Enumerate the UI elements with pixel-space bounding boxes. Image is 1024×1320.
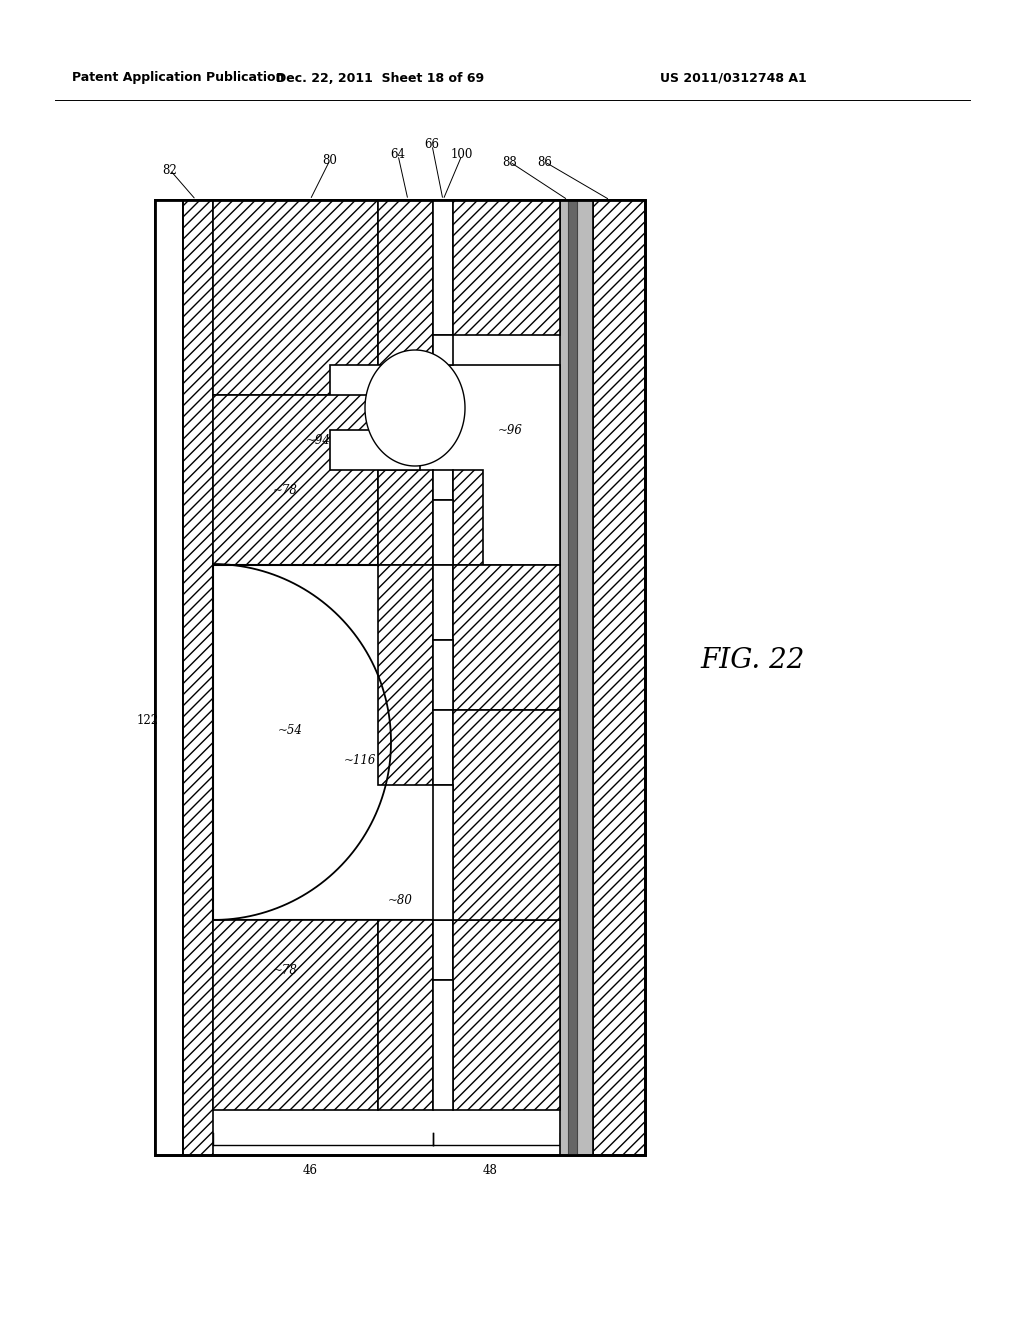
- Bar: [155, 201, 183, 1155]
- Bar: [433, 565, 453, 640]
- Bar: [433, 335, 453, 366]
- Text: US 2011/0312748 A1: US 2011/0312748 A1: [660, 71, 807, 84]
- Text: ~80: ~80: [387, 614, 413, 627]
- Polygon shape: [365, 350, 465, 466]
- Bar: [433, 785, 453, 920]
- Bar: [453, 565, 560, 710]
- Bar: [433, 500, 453, 565]
- Text: 86: 86: [538, 156, 552, 169]
- Bar: [378, 565, 433, 785]
- Bar: [433, 201, 453, 335]
- Bar: [453, 470, 483, 565]
- Bar: [213, 920, 378, 1110]
- Text: ~94: ~94: [305, 433, 331, 446]
- Text: ~78: ~78: [272, 483, 297, 496]
- Bar: [560, 201, 593, 1155]
- Text: ~84: ~84: [517, 583, 543, 597]
- Bar: [330, 366, 560, 565]
- Text: 122: 122: [137, 714, 159, 726]
- Text: 48: 48: [482, 1163, 498, 1176]
- Text: ~80: ~80: [387, 894, 413, 907]
- Text: 102: 102: [449, 734, 471, 747]
- Text: ~92: ~92: [402, 754, 427, 767]
- Bar: [155, 201, 645, 1155]
- Bar: [433, 979, 453, 1110]
- Text: 66: 66: [425, 139, 439, 152]
- Text: ~100: ~100: [483, 863, 516, 876]
- Text: 80: 80: [323, 153, 338, 166]
- Bar: [453, 920, 560, 1110]
- Bar: [213, 565, 453, 920]
- Text: FIG. 22: FIG. 22: [700, 647, 805, 673]
- Text: ~116: ~116: [344, 754, 376, 767]
- Text: 88: 88: [503, 156, 517, 169]
- Bar: [593, 201, 645, 1155]
- Text: 98: 98: [343, 449, 357, 462]
- Text: 120: 120: [399, 384, 421, 396]
- Bar: [213, 395, 378, 565]
- Bar: [378, 920, 433, 1110]
- Bar: [155, 201, 645, 1155]
- Text: ~54: ~54: [278, 723, 302, 737]
- Text: 100: 100: [451, 149, 473, 161]
- Bar: [568, 201, 577, 1155]
- Text: 46: 46: [302, 1163, 317, 1176]
- Text: ~96: ~96: [498, 424, 522, 437]
- Text: Patent Application Publication: Patent Application Publication: [72, 71, 285, 84]
- Text: ~90: ~90: [487, 594, 512, 606]
- Text: Dec. 22, 2011  Sheet 18 of 69: Dec. 22, 2011 Sheet 18 of 69: [275, 71, 484, 84]
- Bar: [433, 640, 453, 710]
- Bar: [433, 920, 453, 979]
- Bar: [183, 201, 213, 1155]
- Bar: [433, 470, 453, 500]
- Bar: [330, 430, 420, 470]
- Bar: [378, 201, 433, 366]
- Bar: [378, 470, 433, 565]
- Text: 82: 82: [163, 164, 177, 177]
- Bar: [453, 710, 560, 920]
- Bar: [453, 201, 560, 335]
- Text: ~78: ~78: [272, 964, 297, 977]
- Text: 64: 64: [390, 149, 406, 161]
- Bar: [433, 710, 453, 785]
- Bar: [213, 201, 378, 395]
